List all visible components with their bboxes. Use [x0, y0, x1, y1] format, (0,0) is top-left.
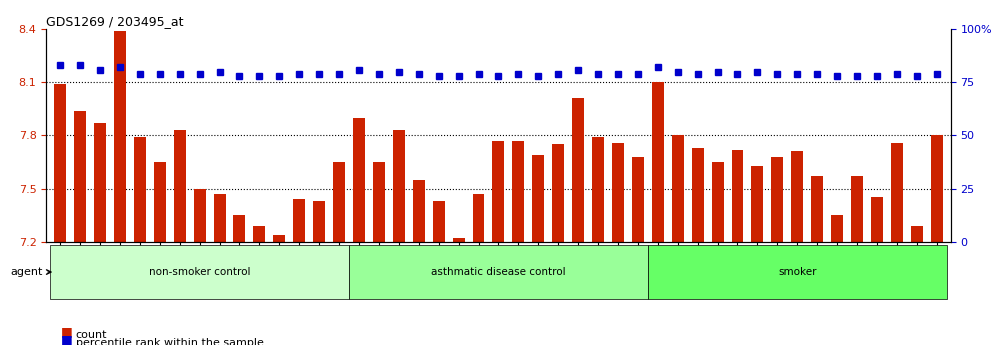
Bar	[134, 137, 146, 242]
FancyBboxPatch shape	[349, 245, 648, 299]
Text: smoker: smoker	[778, 267, 817, 277]
Bar	[433, 201, 445, 242]
Bar	[712, 162, 724, 242]
Bar	[891, 142, 903, 242]
Bar	[273, 235, 285, 242]
Bar	[533, 155, 544, 242]
Bar	[831, 215, 843, 242]
Bar	[213, 194, 226, 242]
Text: count: count	[76, 330, 107, 339]
Text: percentile rank within the sample: percentile rank within the sample	[76, 338, 264, 345]
Bar	[492, 141, 505, 242]
Bar	[572, 98, 584, 242]
Bar	[75, 111, 86, 242]
Bar	[851, 176, 863, 242]
Bar	[114, 31, 126, 242]
Bar	[472, 194, 484, 242]
Bar	[452, 238, 464, 242]
Bar	[254, 226, 266, 242]
Bar	[513, 141, 525, 242]
Bar	[871, 197, 883, 242]
Text: GDS1269 / 203495_at: GDS1269 / 203495_at	[46, 15, 183, 28]
Bar	[672, 136, 684, 242]
Bar	[353, 118, 365, 242]
Text: ■: ■	[60, 325, 73, 338]
Bar	[692, 148, 704, 242]
Bar	[652, 82, 664, 242]
Bar	[54, 84, 66, 242]
Bar	[193, 189, 205, 242]
Text: agent: agent	[10, 267, 51, 277]
Bar	[234, 215, 246, 242]
FancyBboxPatch shape	[648, 245, 947, 299]
Bar	[612, 142, 624, 242]
Bar	[313, 201, 325, 242]
Bar	[552, 144, 564, 242]
Bar	[373, 162, 385, 242]
Bar	[174, 130, 185, 242]
Bar	[812, 176, 823, 242]
Bar	[413, 180, 425, 242]
Text: asthmatic disease control: asthmatic disease control	[431, 267, 566, 277]
Bar	[792, 151, 804, 242]
Bar	[293, 199, 305, 242]
Bar	[751, 166, 763, 242]
Text: ■: ■	[60, 333, 73, 345]
Bar	[94, 123, 106, 242]
Text: non-smoker control: non-smoker control	[149, 267, 251, 277]
Bar	[393, 130, 405, 242]
Bar	[632, 157, 643, 242]
Bar	[910, 226, 922, 242]
Bar	[154, 162, 166, 242]
Bar	[930, 136, 943, 242]
Bar	[333, 162, 345, 242]
Bar	[592, 137, 604, 242]
Bar	[731, 150, 743, 242]
FancyBboxPatch shape	[50, 245, 349, 299]
Bar	[771, 157, 783, 242]
